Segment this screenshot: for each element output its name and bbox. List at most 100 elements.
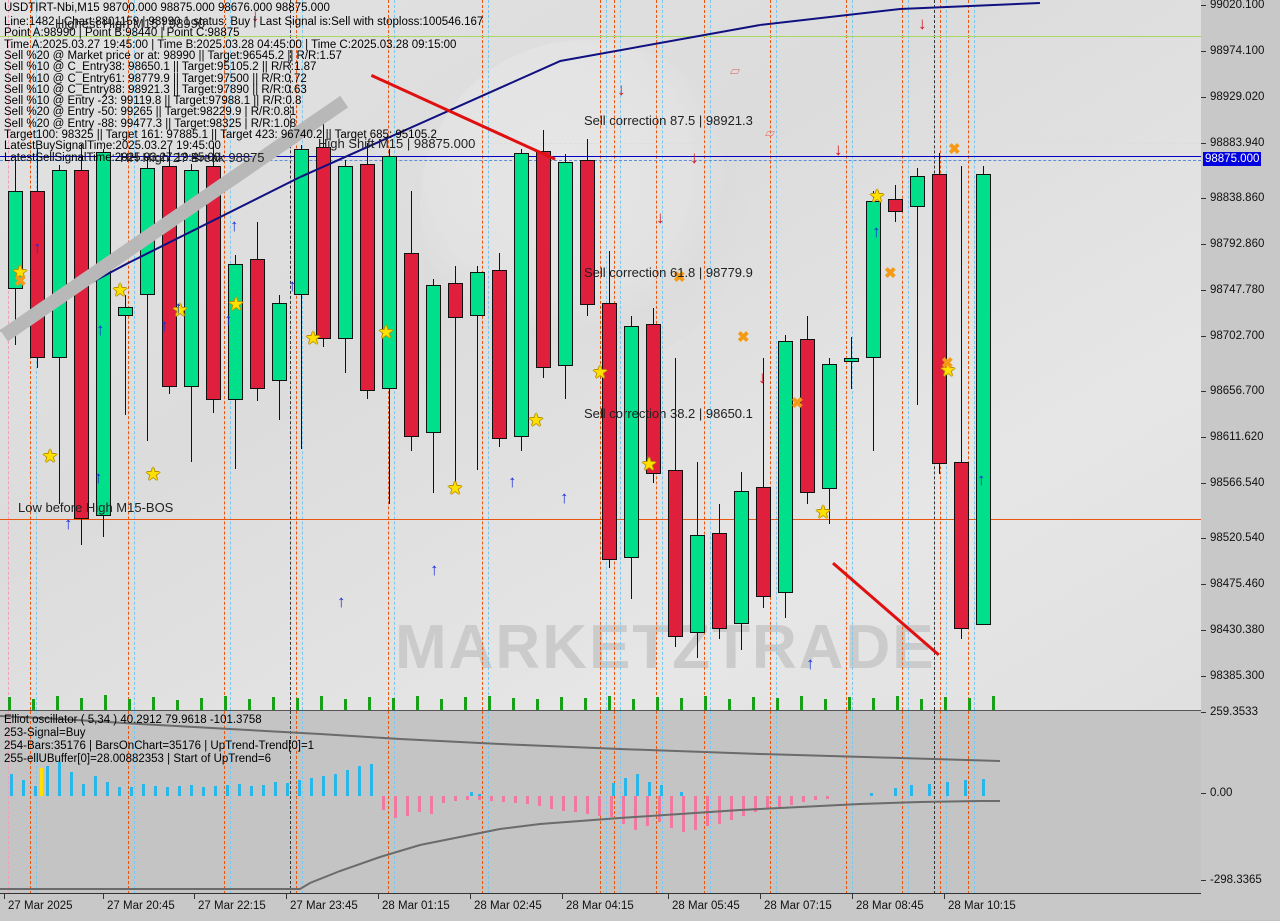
- hist-bar-cyan: [46, 766, 49, 796]
- hist-bar-cyan: [624, 778, 627, 796]
- volume-bar: [656, 697, 659, 710]
- hist-bar-cyan: [94, 776, 97, 796]
- candle-wick: [763, 357, 764, 608]
- hist-bar-cyan: [946, 782, 949, 796]
- indicator-gridline-v-22: [770, 711, 771, 894]
- elliot-oscillator-pane[interactable]: Elliot oscillator ( 5,34 ) 40.2912 79.96…: [0, 710, 1201, 895]
- time-axis-tick: [668, 894, 669, 899]
- volume-bar: [80, 698, 83, 710]
- time-axis[interactable]: 27 Mar 2025 27 Mar 20:45 27 Mar 22:15 27 Ma…: [0, 893, 1201, 921]
- candle-body: [316, 147, 331, 339]
- price-axis-tick: [1201, 630, 1206, 631]
- price-axis-label: 98566.540: [1210, 477, 1265, 489]
- indicator-line-1: 253-Signal=Buy: [4, 727, 86, 739]
- hist-bar-pink: [538, 796, 541, 806]
- info-line-8: Sell %20 @ Entry -50: 99265 || Target:98…: [4, 106, 297, 119]
- level-line-white: [0, 143, 1201, 144]
- hist-bar-pink: [478, 796, 481, 800]
- level-line-support: [0, 519, 1201, 520]
- oscillator-lower-line: [0, 800, 1000, 890]
- hist-bar-cyan: [334, 774, 337, 796]
- candle-body: [800, 338, 815, 494]
- indicator-gridline-v-0: [8, 711, 9, 894]
- time-axis-tick: [944, 894, 945, 899]
- indicator-line-3: 255-ellUBuffer[0]=28.00882353 | Start of…: [4, 753, 272, 765]
- hist-bar-cyan: [82, 784, 85, 796]
- volume-bar: [944, 697, 947, 710]
- candle-body: [118, 306, 133, 316]
- gridline-v-5: [224, 0, 225, 710]
- indicator-gridline-v-16: [614, 711, 615, 894]
- hist-bar-cyan: [964, 780, 967, 796]
- volume-bar: [464, 697, 467, 710]
- time-axis-tick: [470, 894, 471, 899]
- price-chart-pane[interactable]: MARKETZTRADE ★★★★★★★★★★★★★★★↑↑↑↑↑↑↑↑↑↑↑↑…: [0, 0, 1201, 710]
- gridline-v-3: [128, 0, 129, 710]
- hist-bar-cyan: [22, 780, 25, 796]
- candle-body: [536, 151, 551, 369]
- gridline-v-12: [482, 0, 483, 710]
- indicator-gridline-v-8: [296, 711, 297, 894]
- volume-bar: [392, 698, 395, 710]
- volume-bar: [896, 696, 899, 710]
- hist-bar-cyan: [928, 784, 931, 796]
- candle-body: [206, 165, 221, 401]
- hist-bar-pink: [514, 796, 517, 803]
- volume-bar: [872, 698, 875, 710]
- price-axis-label: 98929.020: [1210, 91, 1265, 103]
- indicator-gridline-v-32: [974, 711, 975, 894]
- time-axis-label: 28 Mar 05:45: [672, 900, 740, 912]
- gridline-v-13: [488, 0, 489, 710]
- price-axis-tick: [1201, 538, 1206, 539]
- time-axis-label: 27 Mar 20:45: [107, 900, 175, 912]
- candle-body: [162, 165, 177, 387]
- hist-bar-pink: [574, 796, 577, 812]
- price-axis-label: 98385.300: [1210, 670, 1265, 682]
- volume-bar: [440, 699, 443, 710]
- candle-body: [228, 263, 243, 401]
- volume-bar: [368, 697, 371, 710]
- level-line-close: [0, 156, 1201, 157]
- gridline-v-9: [302, 0, 303, 710]
- info-line-3: Sell %20 @ Market price or at: 98990 || …: [4, 49, 342, 62]
- hist-bar-cyan: [870, 793, 873, 796]
- price-axis-label: 98702.700: [1210, 330, 1265, 342]
- price-axis-label: 98974.100: [1210, 45, 1265, 57]
- indicator-line-2: 254-Bars:35176 | BarsOnChart=35176 | UpT…: [4, 740, 315, 752]
- info-line-11: LatestBuySignalTime:2025.03.27 19:45:00: [4, 140, 221, 153]
- candle-body: [272, 303, 287, 381]
- gridline-v-31: [968, 0, 969, 710]
- time-axis-label: 27 Mar 2025: [8, 900, 73, 912]
- hist-bar-cyan: [370, 764, 373, 796]
- info-line-9: Sell %20 @ Entry -88: 99477.3 || Target:…: [4, 117, 297, 130]
- price-axis[interactable]: 99020.100 98974.100 98929.020 98883.940 9883…: [1201, 0, 1280, 920]
- gridline-v-26: [902, 0, 903, 710]
- hist-bar-yellow: [40, 768, 43, 796]
- indicator-gridline-v-5: [224, 711, 225, 894]
- time-axis-tick: [103, 894, 104, 899]
- candle-wick: [147, 156, 148, 441]
- price-axis-label: 98475.460: [1210, 578, 1265, 590]
- hist-bar-cyan: [226, 785, 229, 796]
- price-axis-tick: [1201, 290, 1206, 291]
- indicator-gridline-v-7: [290, 711, 291, 894]
- indicator-gridline-v-15: [606, 711, 607, 894]
- candle-body: [734, 491, 749, 625]
- indicator-gridline-v-25: [852, 711, 853, 894]
- hist-bar-cyan: [358, 766, 361, 796]
- level-line-green: [0, 36, 1201, 37]
- candle-body: [514, 153, 529, 437]
- candle-body: [910, 176, 925, 208]
- info-line-10: Target100: 98325 || Target 161: 97885.1 …: [4, 129, 437, 141]
- price-axis-label: 98656.700: [1210, 385, 1265, 397]
- candle-body: [602, 303, 617, 560]
- hist-bar-cyan: [202, 787, 205, 796]
- candle-body: [426, 284, 441, 433]
- hist-bar-cyan: [142, 784, 145, 796]
- volume-bar: [416, 696, 419, 710]
- candle-wick: [125, 295, 126, 415]
- candle-body: [558, 161, 573, 366]
- hist-bar-pink: [646, 796, 649, 826]
- sell-correction-875: Sell correction 87.5 | 98921.3: [584, 113, 753, 128]
- hist-bar-pink: [742, 796, 745, 816]
